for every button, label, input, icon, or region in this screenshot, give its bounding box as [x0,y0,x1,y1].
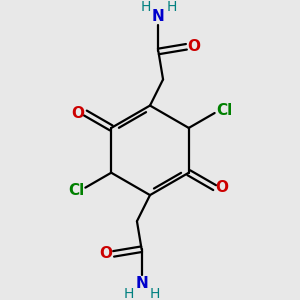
Text: Cl: Cl [216,103,232,118]
Text: H: H [149,287,160,300]
Text: H: H [140,0,151,14]
Text: O: O [71,106,84,121]
Text: H: H [123,287,134,300]
Text: O: O [216,180,229,195]
Text: H: H [166,0,177,14]
Text: Cl: Cl [68,183,84,198]
Text: O: O [100,246,113,261]
Text: N: N [135,276,148,291]
Text: N: N [152,9,165,24]
Text: O: O [187,39,200,54]
